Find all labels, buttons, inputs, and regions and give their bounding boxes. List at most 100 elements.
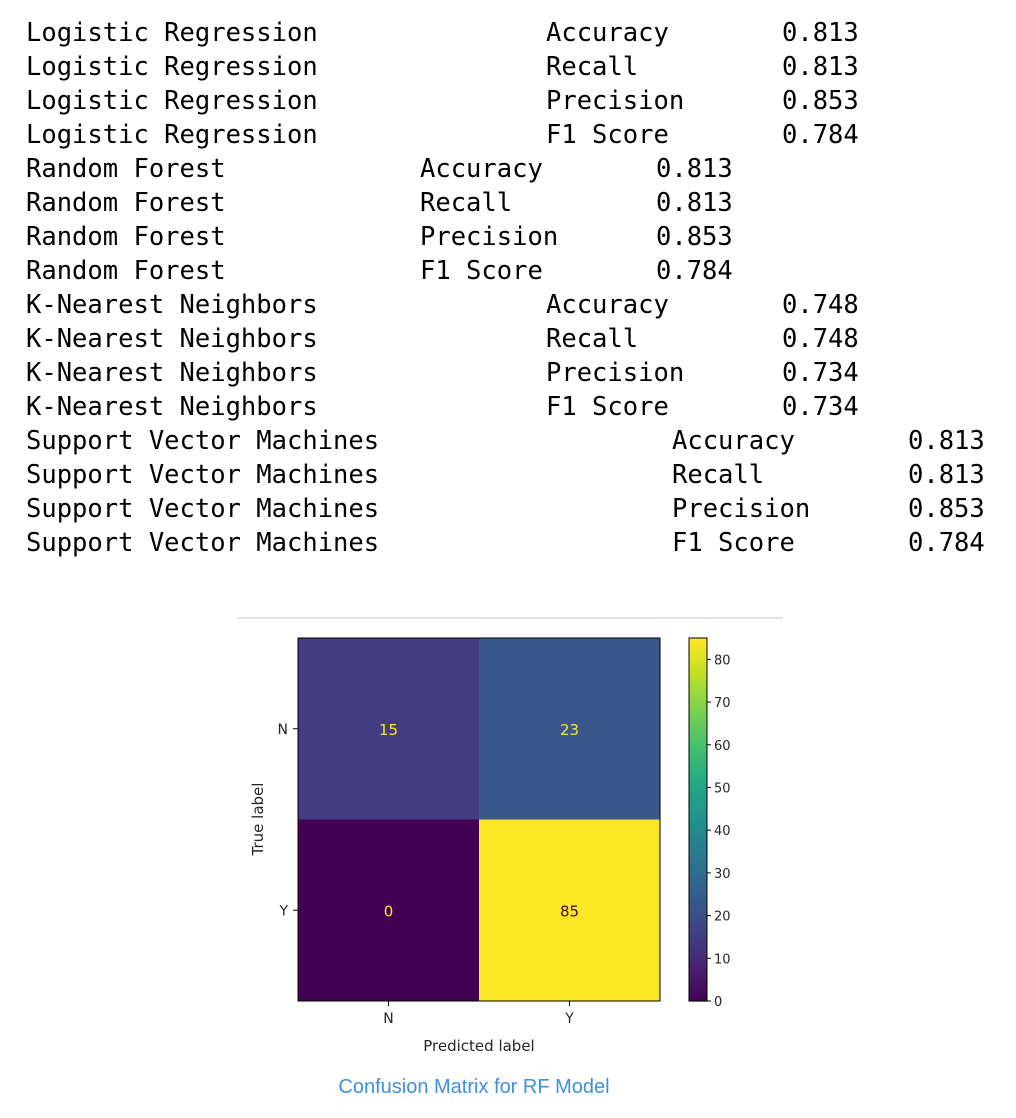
colorbar-segment (689, 759, 707, 763)
model-name: Support Vector Machines (26, 460, 380, 490)
colorbar-segment (689, 910, 707, 914)
colorbar-tick-label: 50 (714, 781, 731, 796)
heatmap-cell (298, 819, 480, 1002)
colorbar-segment (689, 880, 707, 884)
colorbar-segment (689, 638, 707, 642)
metric-name: F1 Score (546, 392, 669, 422)
metric-name: Precision (672, 494, 811, 524)
colorbar-segment (689, 852, 707, 857)
colorbar-segment (689, 746, 707, 751)
colorbar-segment (689, 822, 707, 827)
colorbar-segment (689, 997, 707, 1002)
x-tick-label: Y (564, 1011, 574, 1027)
colorbar-segment (689, 913, 707, 917)
metric-value: 0.784 (782, 120, 859, 150)
colorbar-segment (689, 864, 707, 869)
metric-value: 0.813 (656, 188, 733, 218)
colorbar-segment (689, 840, 707, 845)
colorbar-segment (689, 653, 707, 657)
colorbar-segment (689, 686, 707, 691)
model-name: K-Nearest Neighbors (26, 324, 318, 354)
colorbar-segment (689, 743, 707, 748)
colorbar-segment (689, 765, 707, 769)
colorbar-segment (689, 641, 707, 645)
colorbar-segment (689, 674, 707, 678)
colorbar-segment (689, 991, 707, 996)
colorbar-segment (689, 677, 707, 681)
model-name: Random Forest (26, 154, 226, 184)
metric-name: Precision (420, 222, 559, 252)
y-tick-label: N (278, 722, 288, 738)
model-name: K-Nearest Neighbors (26, 358, 318, 388)
cell-value-label: 23 (560, 721, 579, 739)
colorbar-segment (689, 777, 707, 781)
metric-name: Accuracy (546, 290, 669, 320)
colorbar-segment (689, 873, 707, 878)
colorbar-tick-label: 80 (714, 653, 731, 668)
metric-name: Accuracy (672, 426, 795, 456)
colorbar-segment (689, 659, 707, 663)
colorbar-segment (689, 861, 707, 866)
colorbar-segment (689, 895, 707, 899)
model-name: Random Forest (26, 222, 226, 252)
colorbar-segment (689, 728, 707, 733)
colorbar-segment (689, 876, 707, 881)
colorbar-segment (689, 970, 707, 975)
metric-name: F1 Score (672, 528, 795, 558)
metric-name: F1 Score (420, 256, 543, 286)
colorbar-segment (689, 771, 707, 775)
colorbar-segment (689, 698, 707, 703)
model-name: Support Vector Machines (26, 528, 380, 558)
colorbar-segment (689, 831, 707, 836)
colorbar-segment (689, 768, 707, 772)
colorbar-segment (689, 780, 707, 784)
colorbar-segment (689, 961, 707, 966)
colorbar-segment (689, 855, 707, 860)
x-axis-label: Predicted label (423, 1037, 534, 1055)
colorbar-segment (689, 713, 707, 718)
colorbar-segment (689, 707, 707, 712)
confusion-matrix-figure: 15 230 85 N YNY Predicted label True label … (249, 637, 731, 1055)
colorbar-segment (689, 762, 707, 766)
metric-value: 0.748 (782, 290, 859, 320)
model-name: K-Nearest Neighbors (26, 290, 318, 320)
colorbar-tick-label: 30 (714, 867, 731, 882)
colorbar-segment (689, 749, 707, 754)
metric-value: 0.813 (656, 154, 733, 184)
colorbar-segment (689, 722, 707, 727)
heatmap-cell (298, 638, 480, 820)
colorbar-segment (689, 801, 707, 805)
colorbar-segment (689, 943, 707, 948)
colorbar-segment (689, 789, 707, 793)
colorbar-tick-label: 70 (714, 696, 731, 711)
colorbar-segment (689, 982, 707, 987)
metric-value: 0.813 (908, 460, 985, 490)
colorbar-segment (689, 985, 707, 990)
colorbar-segment (689, 683, 707, 687)
colorbar-segment (689, 870, 707, 875)
colorbar-segment (689, 662, 707, 666)
colorbar-tick-label: 60 (714, 739, 731, 754)
colorbar-segment (689, 680, 707, 684)
metric-value: 0.853 (908, 494, 985, 524)
colorbar-segment (689, 919, 707, 923)
colorbar-segment (689, 798, 707, 802)
cell-value-label: 0 (384, 902, 394, 920)
colorbar-segment (689, 934, 707, 939)
metric-name: Recall (420, 188, 513, 218)
model-name: Logistic Regression (26, 52, 318, 82)
colorbar-segment (689, 940, 707, 945)
model-name: Logistic Regression (26, 120, 318, 150)
metric-value: 0.853 (782, 86, 859, 116)
colorbar-segment (689, 955, 707, 960)
colorbar-segment (689, 846, 707, 851)
metric-name: Accuracy (546, 18, 669, 48)
colorbar-segment (689, 710, 707, 715)
colorbar-segment (689, 795, 707, 799)
colorbar-segment (689, 783, 707, 787)
model-name: Logistic Regression (26, 86, 318, 116)
colorbar-segment (689, 988, 707, 993)
heatmap-cell (479, 638, 661, 820)
colorbar-segment (689, 973, 707, 978)
colorbar-tick-label: 0 (714, 995, 722, 1010)
